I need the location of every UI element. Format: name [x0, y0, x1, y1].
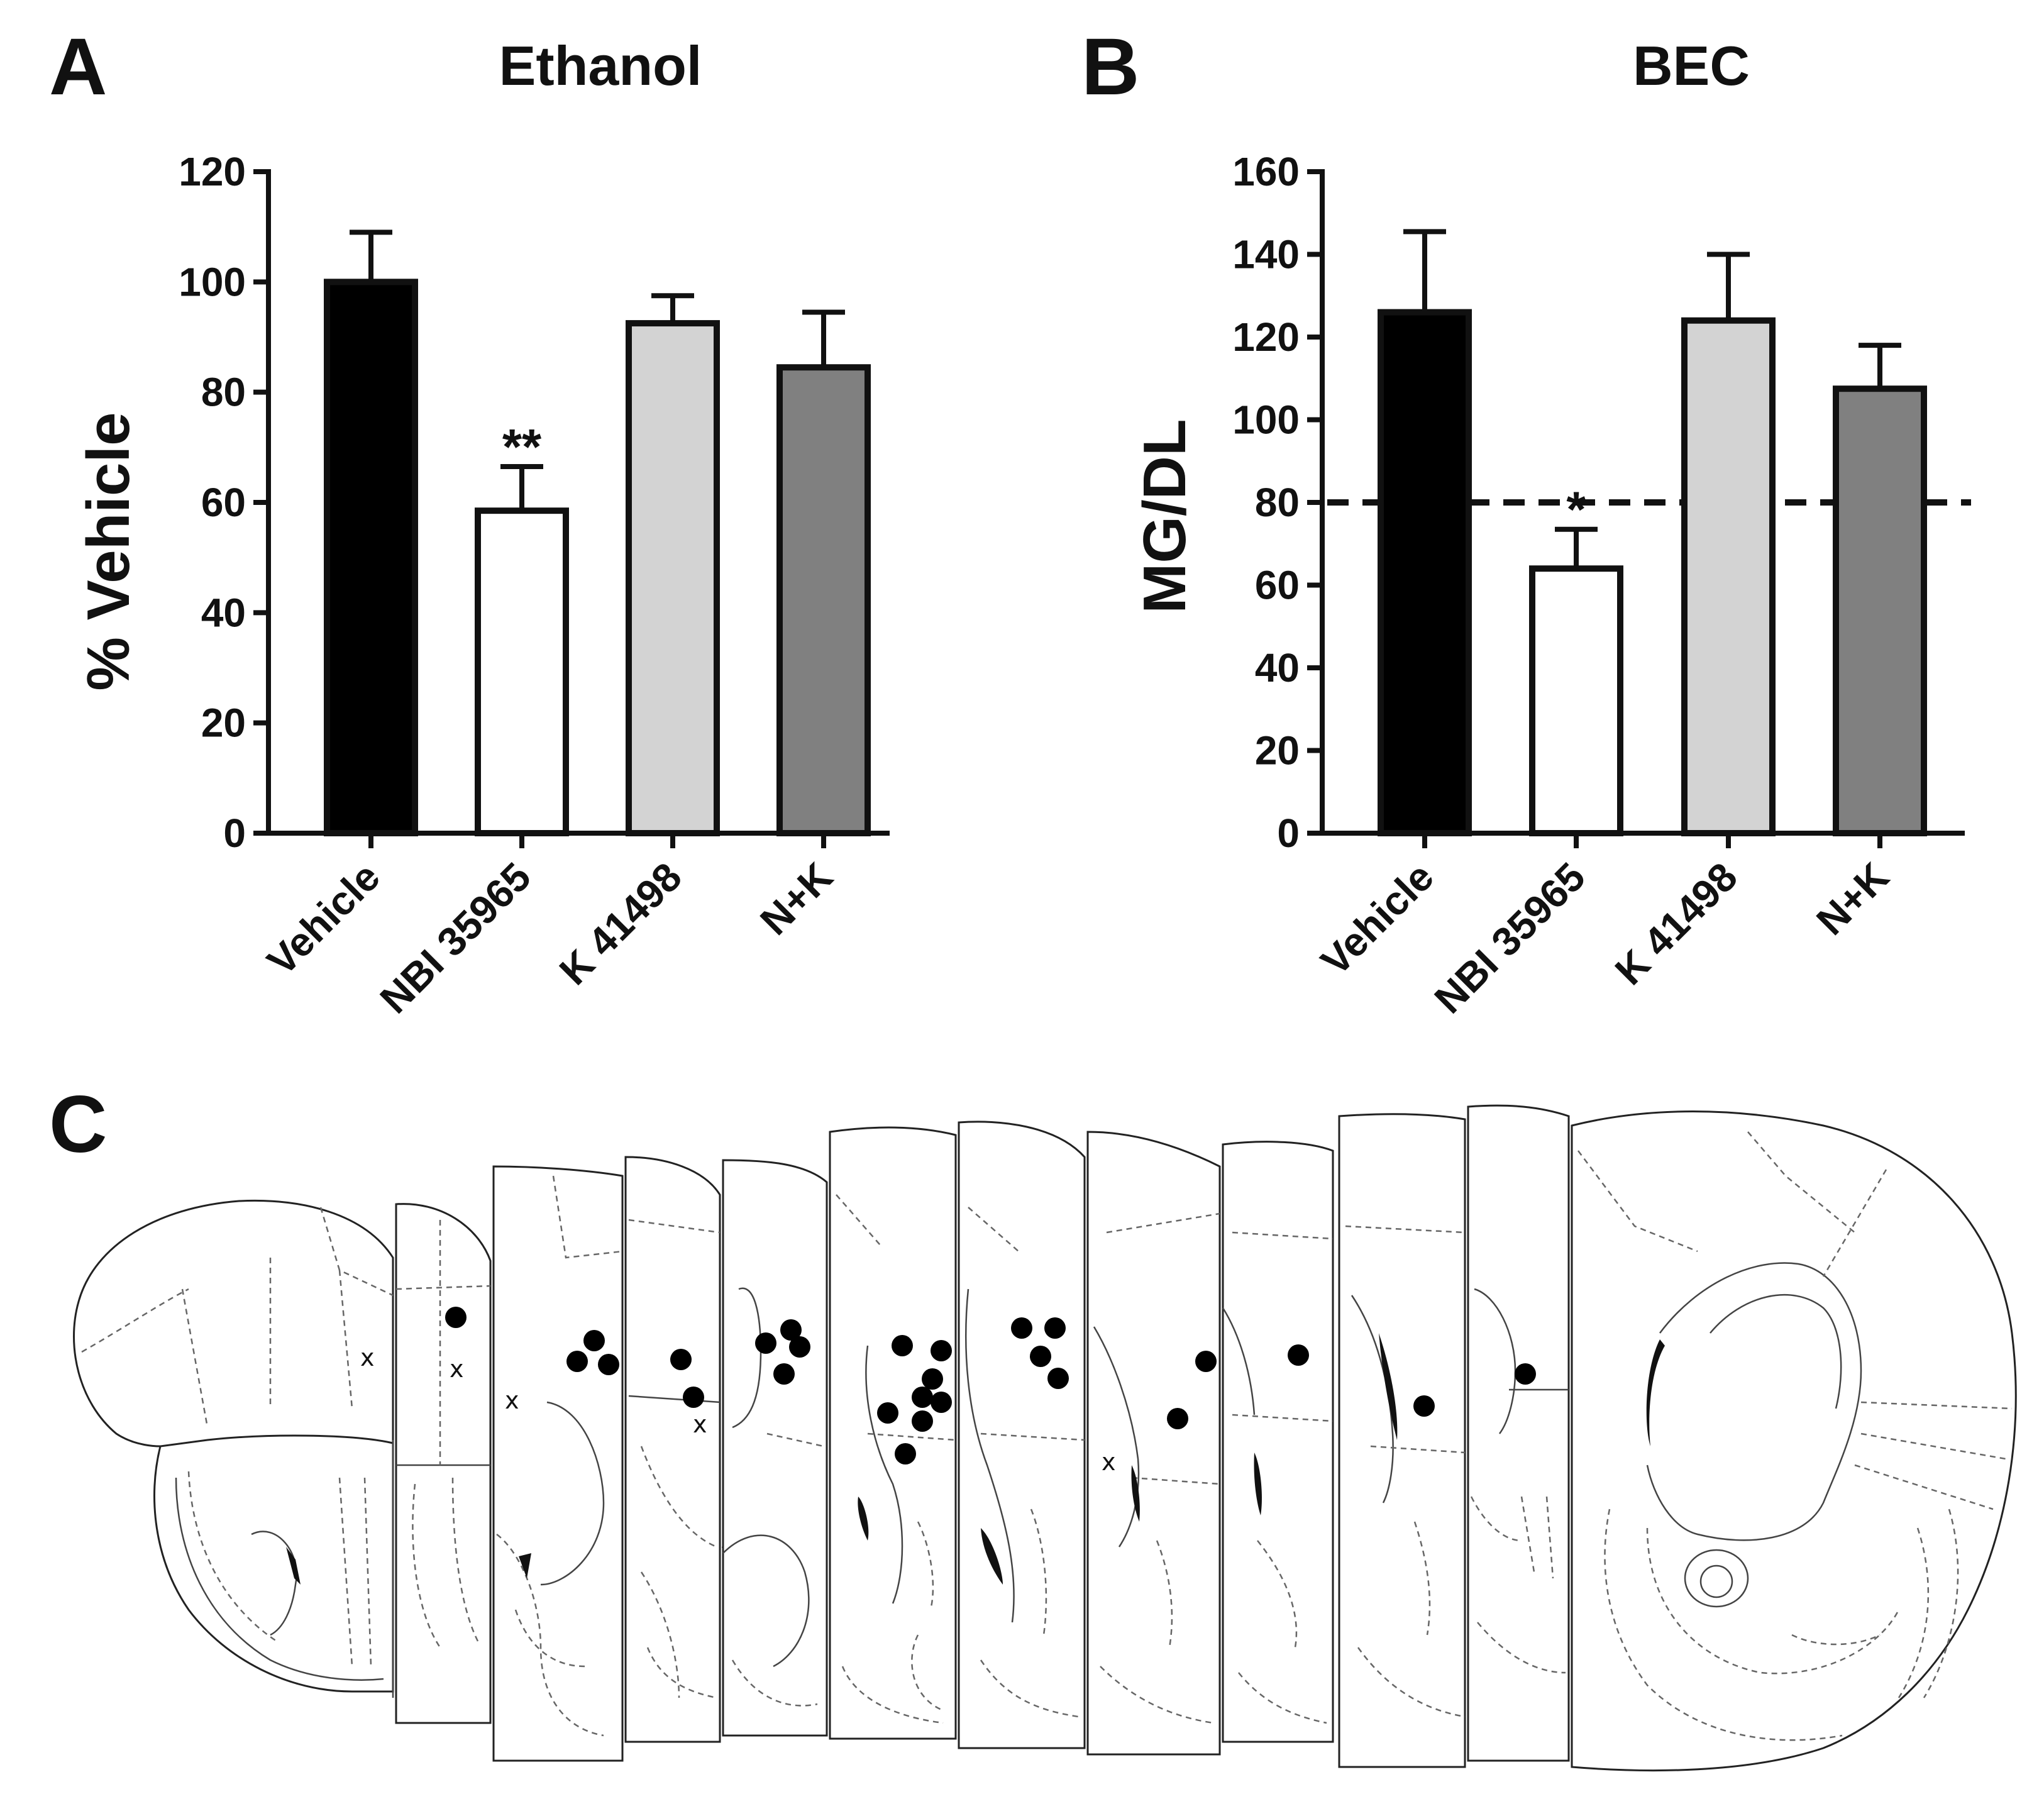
y-tick-label: 80	[1255, 480, 1300, 525]
hit-marker	[1044, 1317, 1066, 1339]
panel-letter-c: C	[49, 1080, 107, 1170]
hit-marker	[892, 1335, 913, 1356]
y-axis-label: MG/DL	[1131, 419, 1198, 613]
significance-marker: *	[1566, 482, 1586, 538]
panel-letter-b: B	[1081, 22, 1139, 112]
injection-markers: x x x x x	[360, 1307, 1536, 1476]
x-tick-label: K 41498	[551, 854, 690, 994]
hit-marker	[1030, 1346, 1051, 1367]
chart-bec: BEC MG/DL 0 20 40 60 80 100 120 140 160 VehicleNB…	[1131, 35, 1971, 1022]
hit-marker	[683, 1387, 704, 1408]
y-tick-label: 140	[1232, 232, 1300, 277]
y-tick-label: 100	[179, 259, 246, 304]
y-tick-label: 80	[201, 370, 246, 415]
significance-marker: **	[502, 419, 542, 475]
x-tick-label: K 41498	[1606, 854, 1746, 994]
x-tick-label: N+K	[1808, 854, 1898, 944]
hit-marker	[895, 1443, 916, 1465]
brain-section-3	[492, 1165, 624, 1762]
bar	[626, 320, 720, 836]
y-tick-label: 40	[201, 590, 246, 635]
y-tick-label: 160	[1232, 149, 1300, 194]
chart-ethanol: Ethanol % Vehicle 0 20 40 60 80 100 120 Vehicle…	[75, 35, 890, 1022]
hit-marker	[1047, 1368, 1069, 1389]
y-tick-label: 100	[1232, 397, 1300, 443]
hit-marker	[789, 1336, 810, 1358]
brain-section-9	[1222, 1141, 1334, 1743]
brain-section-8	[1086, 1131, 1221, 1756]
brain-section-11	[1467, 1104, 1570, 1762]
bar	[1681, 317, 1776, 836]
hit-marker	[1011, 1317, 1032, 1339]
y-tick-label: 60	[201, 480, 246, 525]
x-tick-label: Vehicle	[1312, 854, 1442, 984]
bar	[1378, 309, 1472, 836]
hit-marker	[912, 1387, 933, 1408]
miss-marker: x	[450, 1355, 464, 1383]
x-tick-label: Vehicle	[258, 854, 389, 984]
hit-marker	[670, 1349, 692, 1370]
hit-marker	[922, 1368, 943, 1390]
hit-marker	[1413, 1395, 1435, 1417]
brain-section-2	[395, 1203, 492, 1724]
y-tick-label: 120	[1232, 314, 1300, 360]
y-tick-label: 120	[179, 149, 246, 194]
y-axis-label: % Vehicle	[75, 413, 142, 691]
miss-marker: x	[505, 1387, 519, 1414]
y-tick-label: 20	[201, 700, 246, 746]
bar	[475, 507, 569, 836]
miss-marker: x	[360, 1344, 375, 1371]
y-tick-label: 40	[1255, 645, 1300, 690]
brain-section-10	[1338, 1113, 1466, 1768]
hit-marker	[445, 1307, 467, 1328]
hit-marker	[1167, 1408, 1188, 1429]
hit-marker	[1288, 1344, 1309, 1366]
hit-marker	[583, 1330, 605, 1351]
miss-marker: x	[693, 1410, 707, 1438]
bar	[776, 364, 871, 836]
bar	[324, 279, 418, 837]
x-tick-label: N+K	[751, 854, 841, 944]
brain-section-6	[829, 1126, 957, 1740]
brain-section-7	[958, 1121, 1086, 1749]
bar	[1529, 565, 1623, 836]
hit-marker	[931, 1340, 952, 1361]
y-tick-label: 0	[1277, 811, 1300, 856]
hit-marker	[931, 1392, 952, 1413]
hit-marker	[598, 1354, 619, 1375]
miss-marker: x	[1102, 1448, 1116, 1476]
brain-section-12	[1571, 1110, 2017, 1772]
hit-marker	[1195, 1351, 1217, 1372]
hit-marker	[780, 1319, 802, 1341]
brain-section-5	[722, 1159, 828, 1737]
hit-marker	[1515, 1363, 1536, 1385]
y-tick-label: 20	[1255, 728, 1300, 773]
hit-marker	[912, 1410, 933, 1432]
brain-section-1	[73, 1199, 394, 1698]
chart-title: Ethanol	[499, 35, 702, 97]
chart-title: BEC	[1633, 35, 1750, 97]
bar	[1833, 385, 1927, 836]
y-tick-label: 0	[223, 811, 246, 856]
x-tick-label: NBI 35965	[372, 854, 539, 1022]
brain-section-4	[624, 1156, 726, 1743]
y-tick-label: 60	[1255, 563, 1300, 608]
panel-letter-a: A	[49, 22, 107, 112]
hit-marker	[566, 1351, 588, 1372]
hit-marker	[773, 1363, 795, 1385]
x-tick-label: NBI 35965	[1426, 854, 1594, 1022]
brain-section-series: x x x x x	[73, 1104, 2017, 1772]
hit-marker	[877, 1402, 898, 1424]
hit-marker	[755, 1332, 776, 1354]
